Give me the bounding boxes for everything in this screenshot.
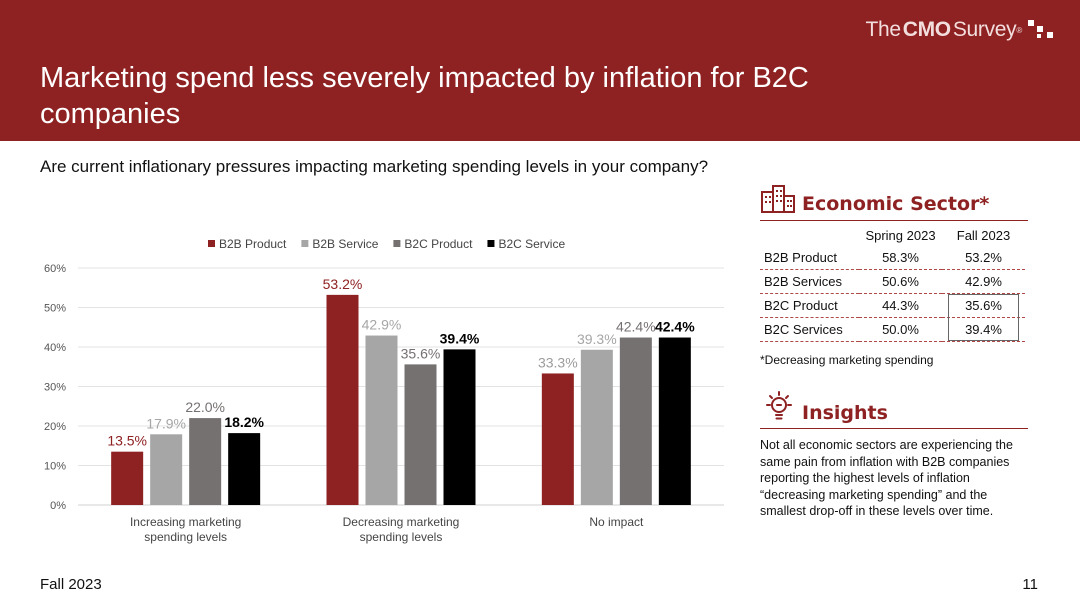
bar xyxy=(541,373,574,505)
row-label: B2C Services xyxy=(760,317,859,342)
page-title: Marketing spend less severely impacted b… xyxy=(40,62,809,130)
x-category-label: Decreasing marketing xyxy=(343,515,460,529)
fall-value: 35.6% xyxy=(942,293,1025,318)
bar xyxy=(580,349,613,505)
x-category-label: spending levels xyxy=(144,530,227,544)
brand-logo: The CMO Survey ® xyxy=(865,18,1054,42)
bar xyxy=(326,294,359,505)
spring-value: 50.6% xyxy=(859,269,942,294)
data-label: 53.2% xyxy=(323,276,363,292)
b2c-highlight-box xyxy=(948,294,1019,341)
y-tick-label: 10% xyxy=(44,461,66,473)
insights-text: Not all economic sectors are experiencin… xyxy=(760,438,1013,518)
table-header-blank xyxy=(760,224,859,246)
legend-label: B2B Product xyxy=(219,237,287,251)
data-label: 33.3% xyxy=(538,354,578,370)
column-header: Fall 2023 xyxy=(956,227,1011,243)
spring-value: 58.3% xyxy=(859,246,942,270)
data-label: 17.9% xyxy=(146,415,186,431)
sector-header: Economic Sector* xyxy=(760,184,1028,221)
brand-suffix: Survey xyxy=(952,18,1017,41)
brand-dots-icon xyxy=(1028,18,1054,42)
x-category-label: spending levels xyxy=(360,530,443,544)
sector-heading: Economic Sector* xyxy=(802,193,990,215)
sector-table: Spring 2023 Fall 2023 B2B Product 58.3% … xyxy=(760,224,1025,342)
brand-registered-mark: ® xyxy=(1016,25,1022,35)
brand-prefix: The xyxy=(865,18,901,41)
header-band: The CMO Survey ® Marketing spend less se… xyxy=(0,0,1080,141)
row-label: B2B Services xyxy=(760,269,859,294)
y-tick-label: 20% xyxy=(44,421,66,433)
fall-value: 53.2% xyxy=(942,246,1025,270)
table-row: B2B Services 50.6% 42.9% xyxy=(760,269,1025,294)
data-label: 13.5% xyxy=(107,433,147,449)
data-label: 42.4% xyxy=(655,319,695,335)
legend-swatch xyxy=(393,240,401,247)
x-category-label: Increasing marketing xyxy=(130,515,241,529)
data-label: 35.6% xyxy=(401,345,441,361)
data-label: 42.9% xyxy=(362,317,402,333)
fall-value: 42.9% xyxy=(942,269,1025,294)
bar xyxy=(404,364,437,505)
data-label: 18.2% xyxy=(224,414,264,430)
legend-swatch xyxy=(208,240,215,247)
legend-label: B2C Service xyxy=(498,237,565,251)
row-label: B2C Product xyxy=(760,293,859,318)
bar xyxy=(443,349,476,505)
table-row: B2C Services 50.0% 39.4% xyxy=(760,317,1025,342)
table-header-row: Spring 2023 Fall 2023 xyxy=(760,224,1025,246)
y-tick-label: 40% xyxy=(44,342,66,354)
bar xyxy=(111,451,144,505)
insights-header: Insights xyxy=(760,390,1028,429)
bar-chart: 0% 10% 20% 30% 40% 50% 60% B2B Product B2B Servi… xyxy=(44,237,724,544)
legend-label: B2B Service xyxy=(312,237,378,251)
table-row: B2C Product 44.3% 35.6% xyxy=(760,293,1025,318)
x-category-label: No impact xyxy=(589,515,644,529)
y-tick-label: 30% xyxy=(44,382,66,394)
legend-swatch xyxy=(301,240,309,247)
insights-heading: Insights xyxy=(802,402,888,424)
bar xyxy=(228,433,261,505)
table-row: B2B Product 58.3% 53.2% xyxy=(760,246,1025,270)
bar xyxy=(365,335,398,505)
spring-value: 50.0% xyxy=(859,317,942,342)
survey-question: Are current inflationary pressures impac… xyxy=(40,157,709,176)
y-tick-label: 0% xyxy=(50,500,66,512)
bar xyxy=(619,337,652,505)
footer-edition: Fall 2023 xyxy=(40,576,102,593)
bar xyxy=(658,337,691,505)
fall-value: 39.4% xyxy=(942,317,1025,342)
column-header: Spring 2023 xyxy=(865,227,936,243)
brand-strong: CMO xyxy=(902,18,951,41)
legend-label: B2C Product xyxy=(404,237,473,251)
y-tick-label: 60% xyxy=(44,263,66,275)
data-label: 39.4% xyxy=(440,330,480,346)
data-label: 22.0% xyxy=(185,399,225,415)
bar xyxy=(189,418,222,505)
data-label: 42.4% xyxy=(616,319,656,335)
lightbulb-icon xyxy=(766,391,792,420)
data-label: 39.3% xyxy=(577,331,617,347)
spring-value: 44.3% xyxy=(859,293,942,318)
page-number: 11 xyxy=(1022,576,1038,593)
bar xyxy=(150,434,183,505)
y-tick-label: 50% xyxy=(44,303,66,315)
row-label: B2B Product xyxy=(760,246,859,270)
buildings-icon xyxy=(761,185,795,213)
sector-footnote: *Decreasing marketing spending xyxy=(760,353,934,367)
legend-swatch xyxy=(487,240,495,247)
